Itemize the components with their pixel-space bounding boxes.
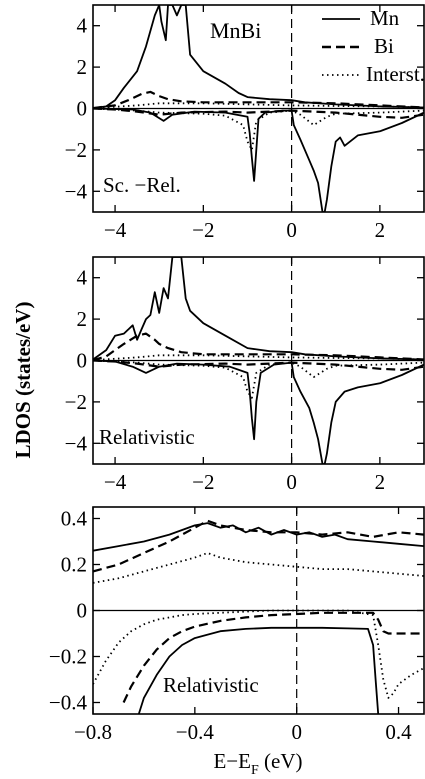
- y-axis-label: LDOS (states/eV): [11, 302, 35, 459]
- series-line-mn-0: [93, 5, 424, 109]
- panel-annotation: Sc. −Rel.: [103, 173, 181, 197]
- legend-label-bi: Bi: [374, 34, 394, 58]
- y-tick-label: 0.2: [61, 553, 87, 577]
- x-tick-label: 0: [286, 218, 297, 242]
- panel-bottom-zoom: Relativistic −0.8 −0.4 0 0.4 0.4 0.2 0 −0.2 −0.4: [49, 506, 425, 744]
- x-tick-label: −0.8: [74, 720, 112, 744]
- series-line-interst-5: [93, 609, 424, 699]
- y-tick-label: 0.4: [61, 507, 88, 531]
- series-line-mn-0: [93, 522, 424, 552]
- x-tick-label: −4: [104, 218, 127, 242]
- series-line-bi-3: [93, 359, 424, 371]
- x-axis-label-subscript: F: [251, 763, 259, 778]
- series-line-interst-5: [93, 107, 424, 151]
- series-line-bi-2: [93, 519, 424, 573]
- y-tick-label: 4: [77, 266, 88, 290]
- svg-text:E−EF (eV): E−EF (eV): [213, 749, 302, 778]
- series-line-bi-3: [122, 611, 424, 703]
- panel-title: MnBi: [210, 18, 261, 43]
- series-line-interst-4: [93, 552, 424, 584]
- legend-label-mn: Mn: [370, 6, 400, 30]
- x-tick-label: 0: [286, 470, 297, 494]
- panel-middle-relativistic: Relativistic −4 −2 0 2 4 2 0 −2 −4: [65, 256, 425, 494]
- y-tick-label: 4: [77, 14, 88, 38]
- x-axis-label-unit: (eV): [259, 749, 303, 773]
- y-tick-label: 0: [77, 349, 88, 373]
- series-line-bi-3: [93, 107, 424, 119]
- x-axis-label-main: E−E: [213, 749, 251, 773]
- panel-annotation: Relativistic: [163, 673, 259, 697]
- legend-label-interst: Interst.: [366, 62, 425, 86]
- y-tick-label: −4: [65, 431, 88, 455]
- y-tick-label: −0.2: [49, 645, 87, 669]
- y-tick-label: 2: [77, 307, 88, 331]
- series-line-bi-2: [93, 90, 424, 110]
- x-tick-label: 0.4: [385, 720, 412, 744]
- x-axis-label: E−EF (eV): [213, 749, 302, 778]
- x-tick-label: 2: [375, 470, 386, 494]
- series-line-mn-1: [93, 107, 424, 212]
- x-tick-label: −2: [192, 218, 214, 242]
- series-line-bi-2: [93, 332, 424, 362]
- y-tick-label: −2: [65, 390, 87, 414]
- y-tick-label: 0: [77, 97, 88, 121]
- x-tick-label: 0: [291, 720, 302, 744]
- series-line-interst-5: [93, 359, 424, 399]
- panel-annotation: Relativistic: [99, 425, 195, 449]
- x-tick-label: 2: [375, 218, 386, 242]
- y-tick-label: 2: [77, 55, 88, 79]
- y-tick-label: 0: [77, 599, 88, 623]
- y-tick-label: −0.4: [49, 691, 88, 715]
- x-tick-label: −2: [192, 470, 214, 494]
- series-line-mn-0: [93, 257, 424, 361]
- series-line-mn-1: [137, 626, 380, 714]
- y-tick-label: −4: [65, 179, 88, 203]
- x-tick-label: −0.4: [176, 720, 215, 744]
- x-tick-label: −4: [104, 470, 127, 494]
- panel-top-scalar-relativistic: MnBi Sc. −Rel. Mn Bi Interst. −4 −2 0 2420−…: [65, 4, 425, 242]
- legend: Mn Bi Interst.: [322, 6, 425, 86]
- y-tick-label: −2: [65, 138, 87, 162]
